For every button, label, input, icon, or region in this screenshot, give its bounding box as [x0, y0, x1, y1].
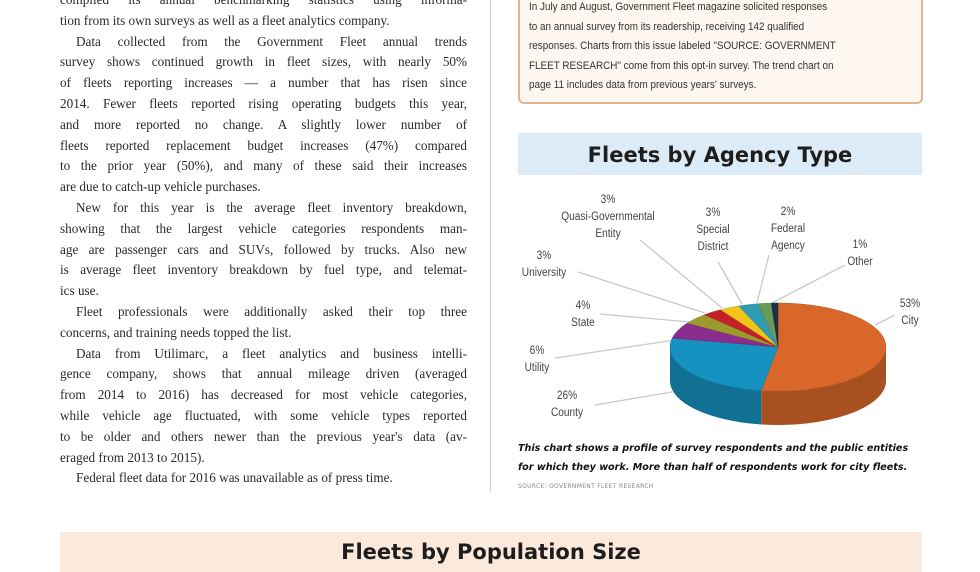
pie-slice-county [669, 337, 779, 391]
article-line: Federal fleet data for 2016 was unavaila… [76, 470, 393, 486]
label-state: 4% State [571, 300, 595, 329]
survey-methodology-box: In July and August, Government Fleet mag… [518, 0, 923, 104]
leader-line-city [874, 314, 896, 326]
article-line: concerns, and training needs topped the … [60, 324, 292, 340]
article-line: to be older and others newer than the pr… [60, 428, 467, 444]
label-special-district: 3% Special District [696, 207, 730, 253]
infobox-line: page 11 includes data from previous year… [529, 79, 757, 92]
leader-line-other [771, 264, 846, 304]
next-section-title: Fleets by Population Size [60, 532, 922, 572]
label-utility: 6% Utility [524, 345, 550, 374]
label-federal-agency: 2% Federal Agency [770, 206, 806, 252]
article-line: to the prior year (50%), and many of the… [60, 158, 467, 174]
label-quasi-governmental: 3% Quasi-Governmental Entity [561, 194, 655, 240]
leader-line-state [599, 313, 691, 323]
pie-slice-county-side [670, 347, 762, 425]
pie-chart [554, 239, 896, 425]
infobox-line: FLEET RESEARCH" come from this opt-in su… [529, 59, 834, 72]
leader-line-quasi [639, 239, 723, 309]
leader-line-federal [756, 254, 770, 304]
article-line: survey shows continued growth in fleet s… [60, 54, 467, 70]
article-line: ics use. [60, 283, 99, 299]
article-line: age are passenger cars and SUVs, followe… [60, 241, 467, 257]
article-line: Data collected from the Government Fleet… [76, 33, 467, 49]
chart-title: Fleets by Agency Type [518, 133, 922, 175]
label-county: 26% County [550, 390, 584, 419]
caption-text: This chart shows a profile of survey res… [518, 443, 909, 473]
infobox-line: In July and August, Government Fleet mag… [529, 1, 828, 13]
article-line: while vehicle age fluctuated, with some … [60, 407, 467, 423]
article-body: compiled its annual benchmarking statist… [60, 0, 467, 489]
chart-source: SOURCE: GOVERNMENT FLEET RESEARCH [518, 483, 654, 490]
leader-line-university [577, 271, 706, 314]
article-line: eraged from 2013 to 2015). [60, 449, 205, 465]
article-line: and more reported no change. A slightly … [60, 116, 467, 132]
pie-slice-city [760, 302, 887, 392]
leader-line-county [594, 391, 673, 406]
article-line: are due to catch-up vehicle purchases. [60, 179, 261, 195]
article-line: Fleet professionals were additionally as… [76, 303, 467, 319]
article-line: fleets reported replacement budget incre… [60, 137, 467, 153]
leader-line-special [717, 261, 743, 305]
article-line: 2014. Fewer fleets reported rising opera… [60, 95, 467, 111]
article-line: from 2014 to 2016) has decreased for mos… [60, 387, 467, 403]
article-line: is average fleet inventory breakdown by … [60, 262, 467, 278]
article-line: showing that the largest vehicle categor… [60, 220, 467, 236]
article-line: of fleets reporting increases — a number… [60, 75, 467, 91]
chart-caption: This chart shows a profile of survey res… [518, 440, 924, 497]
label-university: 3% University [521, 250, 567, 279]
pie-slice-other [770, 302, 779, 348]
label-other: 1% Other [847, 239, 873, 268]
article-line: compiled its annual benchmarking statist… [60, 0, 467, 11]
pie-slice-city-side [761, 347, 886, 425]
leader-line-utility [554, 339, 676, 359]
article-line: Data from Utilimarc, a fleet analytics a… [76, 345, 467, 361]
column-divider [490, 0, 491, 492]
infobox-line: to an annual survey from its readership,… [529, 20, 805, 33]
article-line: tion from its own surveys as well as a f… [60, 12, 390, 28]
label-city: 53% City [899, 298, 921, 327]
article-line: New for this year is the average fleet i… [76, 199, 467, 215]
infobox-line: responses. Charts from this issue labele… [529, 40, 836, 53]
article-line: gence company, shows that annual mileage… [60, 366, 467, 382]
